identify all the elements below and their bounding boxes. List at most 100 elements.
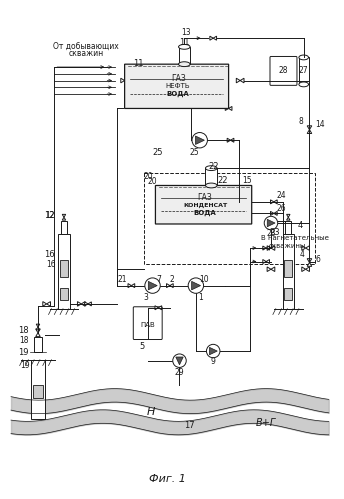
Text: 22: 22 — [217, 176, 228, 185]
Ellipse shape — [179, 44, 190, 49]
Text: 22: 22 — [208, 162, 218, 171]
Text: 9: 9 — [211, 357, 216, 366]
Ellipse shape — [205, 166, 217, 171]
Polygon shape — [307, 126, 312, 130]
Polygon shape — [225, 106, 229, 110]
Polygon shape — [287, 217, 290, 220]
Polygon shape — [274, 200, 277, 204]
Ellipse shape — [299, 55, 309, 60]
Polygon shape — [165, 212, 169, 216]
Polygon shape — [305, 246, 310, 250]
FancyBboxPatch shape — [155, 186, 252, 224]
Polygon shape — [287, 215, 290, 217]
Text: 20: 20 — [148, 177, 157, 186]
Polygon shape — [195, 136, 204, 145]
Polygon shape — [36, 333, 40, 337]
Text: В нагнетательные: В нагнетательные — [261, 236, 329, 242]
Circle shape — [206, 344, 220, 358]
Circle shape — [145, 278, 160, 293]
Polygon shape — [148, 281, 157, 290]
Text: 29: 29 — [175, 368, 184, 377]
Text: От добывающих: От добывающих — [53, 41, 119, 50]
Text: 7: 7 — [156, 275, 161, 284]
Bar — [144, 173, 315, 264]
Bar — [60, 259, 68, 277]
Polygon shape — [263, 259, 266, 263]
Circle shape — [188, 278, 204, 293]
Polygon shape — [170, 283, 173, 287]
Text: 2: 2 — [170, 275, 175, 284]
Text: ГАЗ: ГАЗ — [171, 74, 185, 83]
Text: 24: 24 — [277, 191, 286, 200]
FancyBboxPatch shape — [133, 307, 162, 339]
Bar — [282, 234, 294, 309]
Polygon shape — [230, 138, 234, 142]
Text: 12: 12 — [45, 211, 54, 220]
Text: 1: 1 — [198, 292, 203, 302]
Bar — [284, 259, 292, 277]
Bar — [179, 47, 190, 64]
Text: 21: 21 — [118, 275, 127, 284]
Polygon shape — [165, 200, 169, 204]
Polygon shape — [266, 246, 269, 250]
Bar — [286, 221, 291, 234]
Text: 4: 4 — [298, 222, 303, 231]
Bar — [60, 288, 68, 300]
Polygon shape — [307, 130, 312, 134]
Polygon shape — [43, 301, 47, 306]
Polygon shape — [162, 212, 165, 216]
Polygon shape — [162, 200, 165, 204]
Text: скважины: скважины — [269, 243, 307, 249]
Text: Н: Н — [147, 407, 155, 417]
Polygon shape — [210, 36, 213, 40]
Bar — [34, 337, 42, 352]
Ellipse shape — [205, 183, 217, 188]
Polygon shape — [155, 306, 158, 310]
Text: 26: 26 — [277, 204, 286, 213]
Text: ВОДА: ВОДА — [167, 91, 190, 97]
Circle shape — [264, 216, 278, 230]
Text: КОНДЕНСАТ: КОНДЕНСАТ — [183, 203, 227, 208]
Circle shape — [173, 354, 186, 367]
Text: 19: 19 — [18, 347, 28, 356]
Bar — [61, 221, 67, 234]
Text: 11: 11 — [179, 38, 190, 47]
Text: 27: 27 — [299, 66, 309, 75]
Text: НЕФТЬ: НЕФТЬ — [166, 83, 191, 89]
Bar — [299, 57, 309, 84]
Polygon shape — [77, 301, 81, 306]
Polygon shape — [36, 329, 40, 333]
Polygon shape — [81, 301, 85, 306]
Polygon shape — [85, 302, 88, 306]
Polygon shape — [192, 281, 201, 290]
Ellipse shape — [179, 62, 190, 66]
Text: 18: 18 — [19, 336, 28, 345]
Text: 11: 11 — [133, 59, 143, 68]
Text: 19: 19 — [21, 361, 30, 370]
Polygon shape — [125, 78, 128, 83]
Polygon shape — [267, 246, 271, 250]
Polygon shape — [36, 327, 40, 330]
Text: ПАВ: ПАВ — [140, 322, 155, 328]
Text: 5: 5 — [139, 342, 144, 351]
Text: 18: 18 — [18, 326, 28, 335]
Polygon shape — [47, 301, 51, 306]
Polygon shape — [305, 267, 310, 271]
Polygon shape — [213, 36, 217, 40]
Bar — [205, 168, 217, 186]
Polygon shape — [274, 212, 277, 216]
Polygon shape — [270, 200, 274, 204]
Polygon shape — [271, 246, 275, 250]
Text: 14: 14 — [315, 120, 325, 129]
Text: 3: 3 — [143, 292, 148, 302]
Polygon shape — [166, 283, 170, 287]
Polygon shape — [62, 215, 66, 217]
FancyBboxPatch shape — [270, 56, 297, 85]
Text: 4: 4 — [300, 250, 305, 259]
Polygon shape — [88, 302, 92, 306]
Bar — [31, 360, 45, 420]
Polygon shape — [158, 306, 162, 310]
Text: 23: 23 — [266, 229, 276, 238]
Text: 17: 17 — [184, 421, 194, 430]
Text: 6: 6 — [315, 255, 320, 264]
